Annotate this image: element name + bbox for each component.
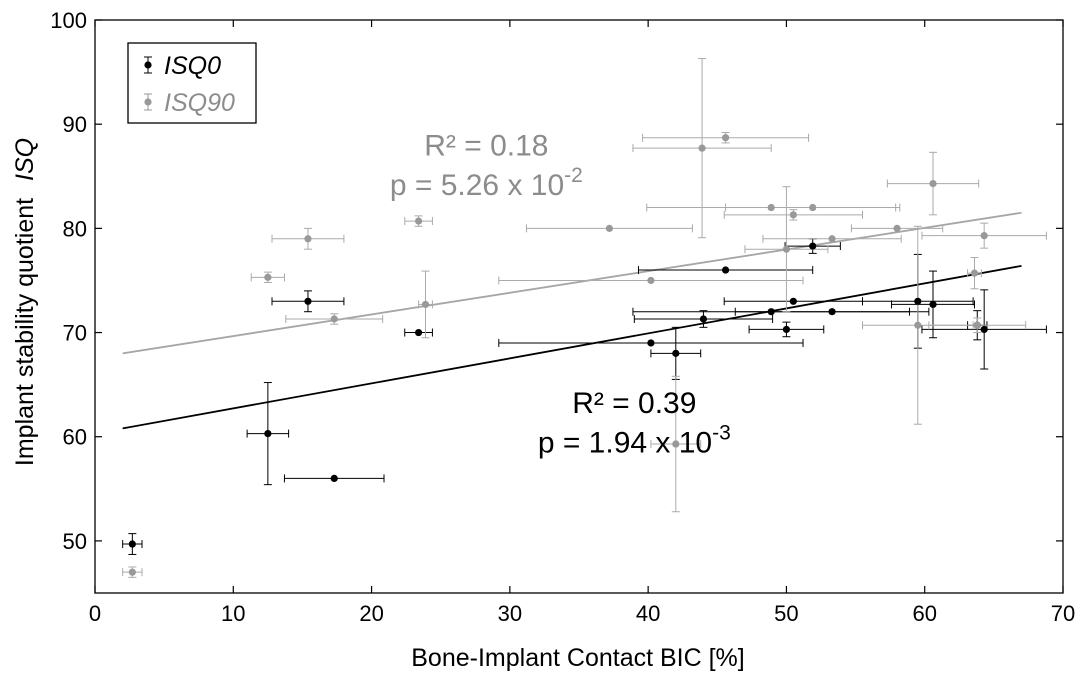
x-tick-label: 60 — [912, 601, 936, 626]
data-point-isq0 — [721, 266, 730, 274]
data-point-isq0 — [809, 242, 817, 250]
data-point-isq0 — [672, 349, 680, 357]
data-point-isq90 — [672, 440, 680, 448]
data-point-isq90 — [698, 144, 706, 152]
annotations: R² = 0.39p = 1.94 x 10-3R² = 0.18p = 5.2… — [390, 129, 731, 459]
p-value-base: p = 5.26 x 10 — [390, 169, 564, 202]
data-point-isq90 — [647, 276, 655, 285]
data-points — [128, 134, 988, 576]
legend: ISQ0 ISQ90 — [127, 42, 257, 124]
r-squared-label: R² = 0.39 — [572, 387, 696, 420]
data-point-isq0 — [782, 325, 791, 334]
data-point-isq0 — [980, 325, 988, 334]
y-axis-label-symbol: ISQ — [11, 138, 39, 181]
data-point-isq90 — [264, 273, 272, 281]
fit-lines — [122, 211, 1022, 430]
data-point-isq90 — [414, 217, 423, 225]
data-point-isq90 — [304, 235, 312, 243]
data-point-isq0 — [264, 430, 272, 438]
fit-line-isq90 — [122, 211, 1022, 355]
fit-line-isq0 — [122, 264, 1022, 430]
data-point-isq90 — [929, 179, 937, 188]
data-point-isq90 — [767, 203, 775, 212]
data-point-isq90 — [421, 300, 430, 309]
y-tick-label: 100 — [50, 8, 87, 33]
x-tick-label: 70 — [1051, 601, 1075, 626]
data-point-isq90 — [605, 224, 614, 232]
data-point-isq90 — [980, 232, 988, 240]
axis-ticks: 0 10 20 30 40 50 60 70 50 60 70 80 90 100 — [50, 8, 1075, 626]
legend-marker — [144, 61, 152, 69]
x-axis-label: Bone-Implant Contact BIC [%] — [411, 644, 744, 672]
p-value-label: p = 1.94 x 10-3 — [538, 421, 731, 459]
y-tick-label: 90 — [63, 112, 87, 137]
p-value-exponent: -3 — [712, 421, 731, 444]
x-tick-label: 20 — [359, 601, 383, 626]
data-point-isq0 — [789, 297, 797, 305]
data-point-isq0 — [699, 315, 708, 323]
plot-frame — [94, 19, 1064, 594]
data-point-isq0 — [128, 540, 136, 548]
data-point-isq90 — [970, 269, 979, 277]
data-point-isq0 — [304, 297, 312, 305]
x-tick-label: 30 — [498, 601, 522, 626]
y-tick-label: 70 — [63, 321, 87, 346]
x-tick-label: 40 — [636, 601, 660, 626]
x-tick-label: 50 — [774, 601, 798, 626]
data-point-isq90 — [330, 315, 338, 323]
data-point-isq90 — [809, 203, 817, 212]
data-point-isq0 — [414, 328, 423, 337]
y-axis-label: Implant stability quotient ISQ — [11, 138, 39, 466]
data-point-isq90 — [828, 235, 836, 243]
x-tick-label: 0 — [89, 601, 101, 626]
data-point-isq0 — [767, 308, 775, 316]
data-point-isq90 — [789, 211, 797, 219]
data-point-isq90 — [128, 568, 136, 576]
p-value-exponent: -2 — [564, 164, 583, 187]
p-value-base: p = 1.94 x 10 — [538, 426, 712, 459]
data-point-isq90 — [782, 245, 791, 253]
y-tick-label: 60 — [63, 425, 87, 450]
data-point-isq90 — [914, 321, 922, 329]
data-point-isq90 — [973, 321, 981, 329]
y-tick-label: 50 — [63, 529, 87, 554]
data-point-isq0 — [647, 339, 655, 347]
data-point-isq90 — [893, 224, 901, 232]
data-point-isq90 — [721, 134, 730, 142]
r-squared-label: R² = 0.18 — [424, 129, 548, 162]
data-point-isq0 — [330, 474, 338, 482]
error-bars — [122, 58, 1047, 578]
legend-label: ISQ90 — [164, 89, 235, 117]
data-point-isq0 — [929, 300, 937, 309]
legend-marker — [144, 98, 152, 106]
data-point-isq0 — [828, 308, 836, 316]
x-tick-label: 10 — [221, 601, 245, 626]
legend-label: ISQ0 — [164, 52, 221, 80]
y-tick-label: 80 — [63, 216, 87, 241]
data-point-isq0 — [914, 297, 922, 305]
p-value-label: p = 5.26 x 10-2 — [390, 164, 583, 202]
y-axis-label-text: Implant stability quotient — [11, 198, 39, 466]
